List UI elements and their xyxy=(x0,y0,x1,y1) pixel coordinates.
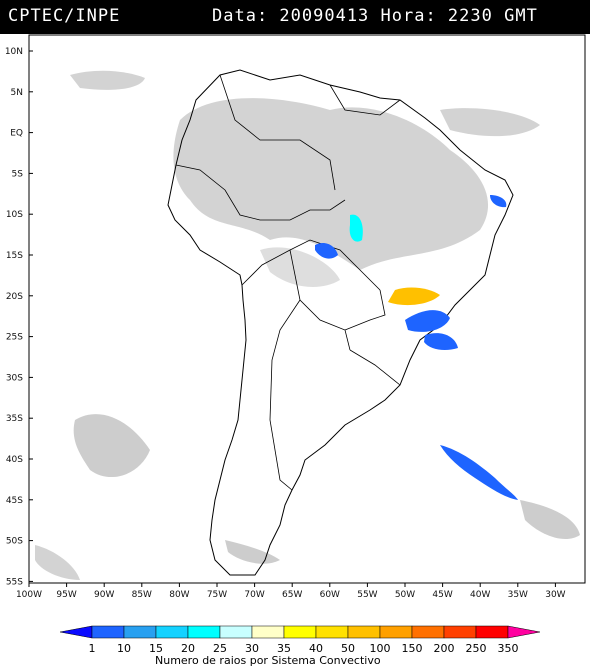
map-header: CPTEC/INPE Data: 20090413 Hora: 2230 GMT xyxy=(0,0,590,34)
south-america-coastline xyxy=(167,69,514,576)
legend-level-label: 200 xyxy=(434,642,455,655)
lat-label: 50S xyxy=(6,537,23,547)
lat-label: 5N xyxy=(11,88,23,98)
lat-label: 5S xyxy=(12,169,24,179)
longitude-labels: 100W 95W 90W 85W 80W 75W 70W 65W 60W 55W 50W 45W 40W… xyxy=(16,583,566,600)
lon-label: 65W xyxy=(282,590,302,600)
system-blue-1 xyxy=(405,310,450,332)
lon-label: 35W xyxy=(508,590,528,600)
legend-level-label: 1 xyxy=(89,642,96,655)
cloud-cover xyxy=(35,70,580,580)
datetime-label: Data: 20090413 Hora: 2230 GMT xyxy=(212,6,538,26)
legend-swatch xyxy=(315,625,349,639)
lat-label: 10N xyxy=(5,47,23,57)
lon-label: 90W xyxy=(94,590,114,600)
lon-label: 95W xyxy=(56,590,76,600)
convective-systems xyxy=(315,195,518,500)
lon-label: 100W xyxy=(16,590,42,600)
legend-swatch xyxy=(251,625,285,639)
source-label: CPTEC/INPE xyxy=(8,6,121,26)
legend-level-label: 35 xyxy=(277,642,291,655)
legend-swatch xyxy=(123,625,157,639)
legend-level-label: 100 xyxy=(370,642,391,655)
legend-title: Numero de raios por Sistema Convectivo xyxy=(155,654,381,667)
lat-label: 30S xyxy=(6,373,23,383)
legend-swatch xyxy=(283,625,317,639)
color-legend: 1 10 15 20 25 30 35 40 50 100 150 200 250 350 xyxy=(59,625,541,655)
legend-level-label: 30 xyxy=(245,642,259,655)
lon-label: 30W xyxy=(545,590,565,600)
lon-label: 70W xyxy=(244,590,264,600)
country-borders xyxy=(175,74,401,491)
legend-level-label: 350 xyxy=(498,642,519,655)
lat-label: 20S xyxy=(6,292,23,302)
legend-level-label: 15 xyxy=(149,642,163,655)
legend-level-label: 250 xyxy=(466,642,487,655)
legend-swatch xyxy=(507,625,541,639)
latitude-labels: 10N 5N EQ 5S 10S 15S 20S 25S 30S 35S 40S 45S 50S 55S xyxy=(5,47,33,587)
lat-label: EQ xyxy=(10,129,23,139)
lon-label: 45W xyxy=(432,590,452,600)
lat-label: 40S xyxy=(6,455,23,465)
legend-level-label: 40 xyxy=(309,642,323,655)
lon-label: 80W xyxy=(169,590,189,600)
lat-label: 25S xyxy=(6,333,23,343)
lat-label: 55S xyxy=(6,577,23,587)
lon-label: 40W xyxy=(470,590,490,600)
legend-swatch xyxy=(411,625,445,639)
system-blue-3 xyxy=(440,445,518,500)
legend-level-label: 150 xyxy=(402,642,423,655)
legend-swatch xyxy=(91,625,125,639)
system-blue-4 xyxy=(315,243,338,259)
legend-swatch xyxy=(219,625,253,639)
lon-label: 50W xyxy=(395,590,415,600)
lat-label: 45S xyxy=(6,496,23,506)
legend-level-label: 20 xyxy=(181,642,195,655)
system-cyan xyxy=(349,214,363,242)
legend-swatch xyxy=(379,625,413,639)
lat-label: 10S xyxy=(6,210,23,220)
legend-level-label: 50 xyxy=(341,642,355,655)
legend-swatch xyxy=(443,625,477,639)
legend-swatch xyxy=(475,625,509,639)
lon-label: 85W xyxy=(132,590,152,600)
legend-swatch xyxy=(347,625,381,639)
lon-label: 60W xyxy=(320,590,340,600)
system-blue-2 xyxy=(424,333,458,350)
lon-label: 75W xyxy=(207,590,227,600)
system-blue-5 xyxy=(490,195,507,208)
legend-swatch xyxy=(187,625,221,639)
lon-label: 55W xyxy=(357,590,377,600)
lat-label: 35S xyxy=(6,414,23,424)
legend-level-label: 25 xyxy=(213,642,227,655)
legend-level-label: 10 xyxy=(117,642,131,655)
lat-label: 15S xyxy=(6,251,23,261)
legend-swatch xyxy=(59,625,93,639)
system-yellow xyxy=(388,287,440,306)
legend-swatch xyxy=(155,625,189,639)
